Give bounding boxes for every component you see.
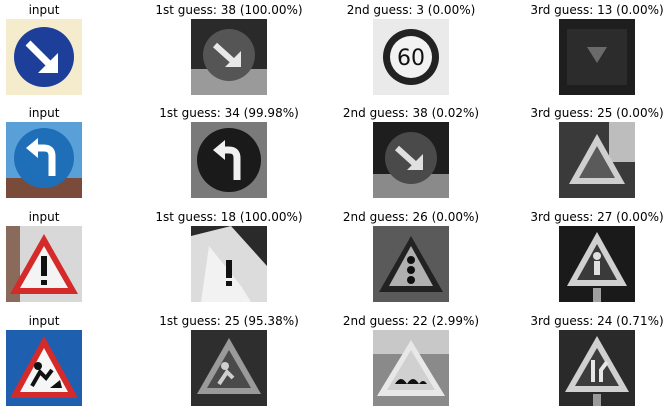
- guess-image-traffic-signals: [373, 226, 449, 302]
- guess-2-title: 2nd guess: 38 (0.02%): [342, 106, 480, 120]
- guess-image-turn-left: [191, 122, 267, 198]
- input-image-keep-right: [6, 19, 82, 95]
- guess-image-general-caution: [191, 226, 267, 302]
- guess-3-title: 3rd guess: 25 (0.00%): [530, 106, 664, 120]
- guess-image-keep-right: [191, 19, 267, 95]
- guess-2-title: 2nd guess: 26 (0.00%): [342, 210, 480, 224]
- guess-1-title: 1st guess: 18 (100.00%): [155, 210, 303, 224]
- guess-1-title: 1st guess: 34 (99.98%): [159, 106, 299, 120]
- guess-image-yield: [559, 19, 635, 95]
- guess-2-title: 2nd guess: 3 (0.00%): [346, 3, 476, 17]
- speed-limit-text: 60: [397, 46, 425, 71]
- input-title: input: [28, 314, 60, 328]
- guess-1-title: 1st guess: 25 (95.38%): [159, 314, 299, 328]
- input-image-roadworks: [6, 330, 82, 406]
- guess-3-title: 3rd guess: 13 (0.00%): [530, 3, 664, 17]
- guess-image-pedestrians: [559, 226, 635, 302]
- guess-3-title: 3rd guess: 27 (0.00%): [530, 210, 664, 224]
- guess-image-keep-right: [373, 122, 449, 198]
- guess-image-roadworks: [191, 330, 267, 406]
- input-image-turn-left: [6, 122, 82, 198]
- guess-image-speed-limit: 60: [373, 19, 449, 95]
- input-image-general-caution: [6, 226, 82, 302]
- input-title: input: [28, 210, 60, 224]
- input-title: input: [28, 106, 60, 120]
- guess-image-road-narrows: [559, 330, 635, 406]
- input-title: input: [28, 3, 60, 17]
- guess-image-roadworks: [559, 122, 635, 198]
- guess-image-bumpy-road: [373, 330, 449, 406]
- guess-2-title: 2nd guess: 22 (2.99%): [342, 314, 480, 328]
- guess-3-title: 3rd guess: 24 (0.71%): [530, 314, 664, 328]
- guess-1-title: 1st guess: 38 (100.00%): [155, 3, 303, 17]
